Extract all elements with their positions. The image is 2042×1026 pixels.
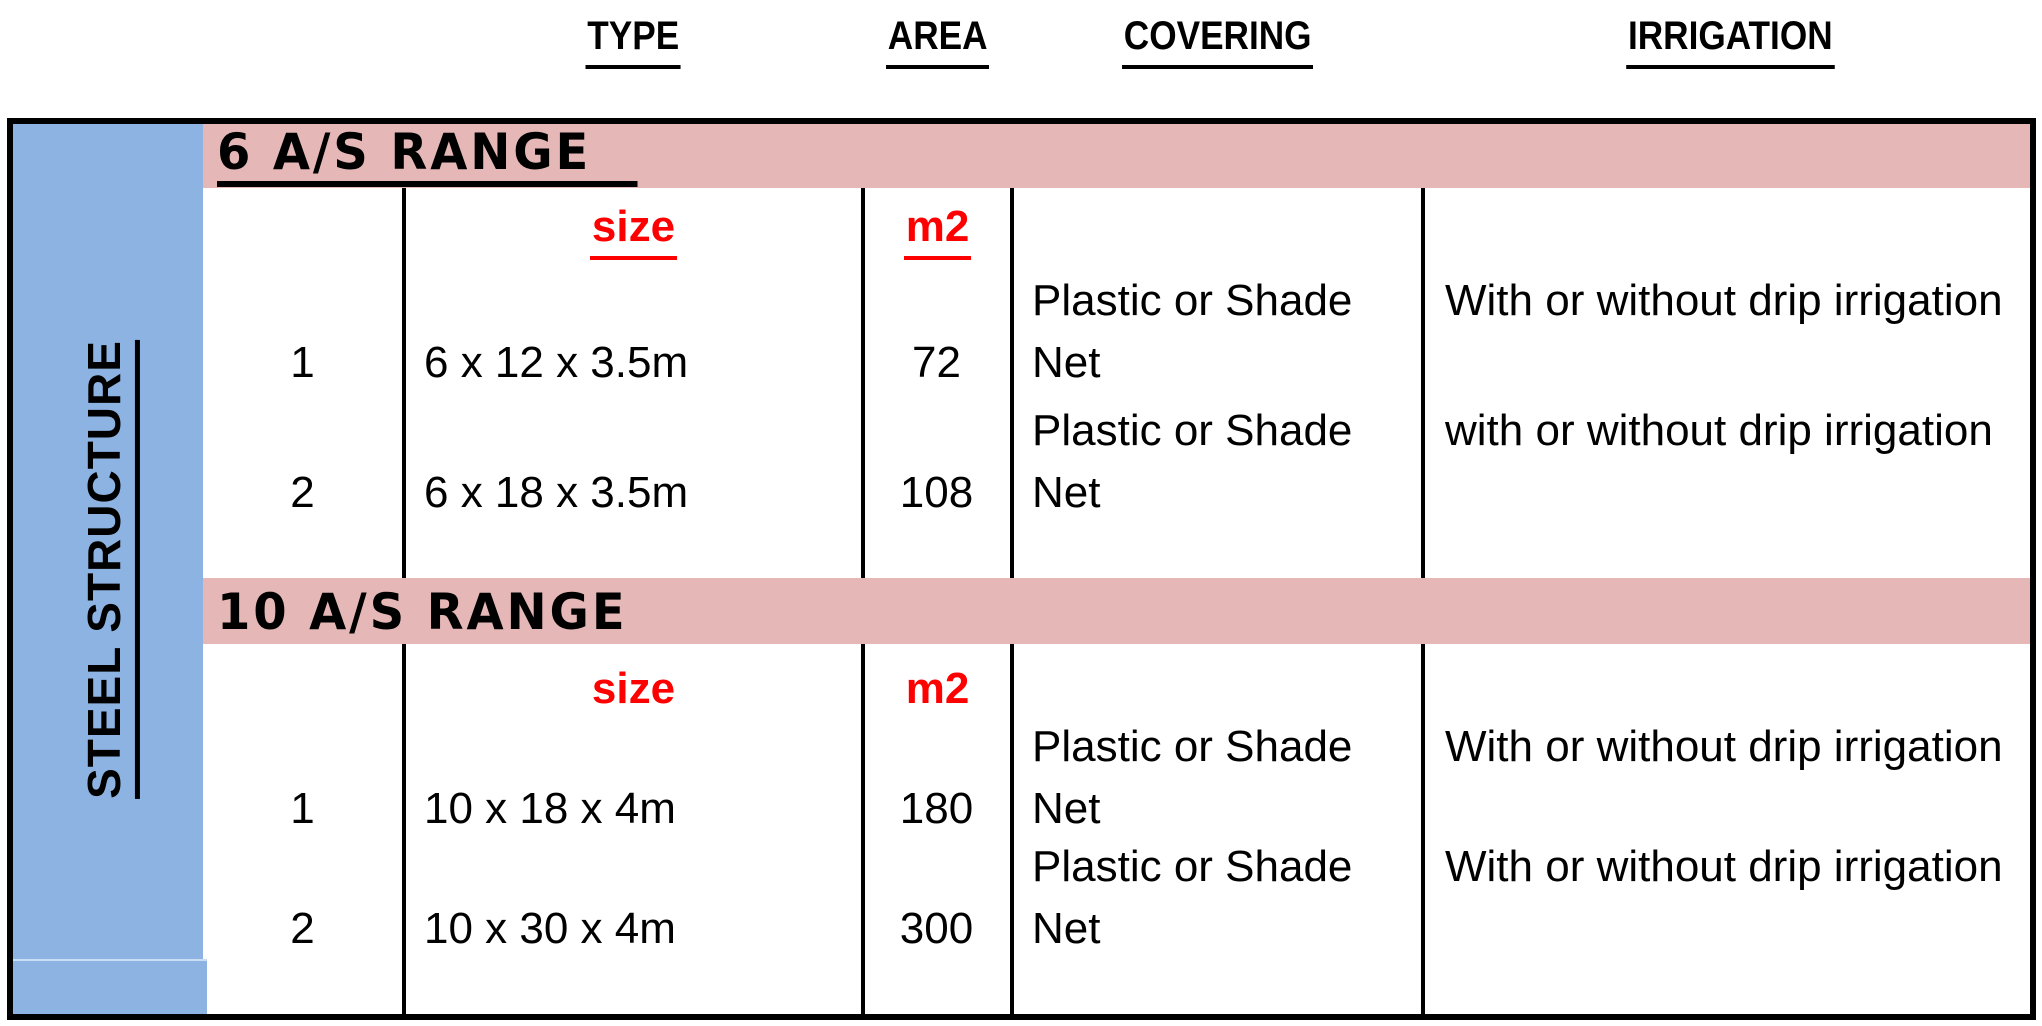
m2-subheader-section2-label: m2 — [905, 664, 970, 713]
range-band-6as-label: 6 A/S RANGE — [217, 125, 638, 187]
row-number-cell: 1 — [290, 784, 315, 833]
row-size-cell: 10 x 18 x 4m — [424, 784, 676, 833]
row-covering-cell: Plastic or Shade Net — [1032, 276, 1353, 387]
sidebar-bottom-segment — [13, 959, 207, 1014]
row-size-cell: 6 x 12 x 3.5m — [424, 338, 689, 387]
size-subheader-section1: size — [404, 200, 863, 260]
row-number-cell: 2 — [290, 468, 315, 517]
column-header-type: TYPE — [404, 10, 863, 69]
size-subheader-section2-label: size — [591, 664, 676, 713]
column-header-covering: COVERING — [1012, 10, 1423, 69]
row-covering-cell: Plastic or Shade Net — [1032, 406, 1353, 517]
row-area-cell: 180 — [899, 784, 974, 833]
m2-subheader-section2: m2 — [863, 662, 1012, 716]
column-header-covering-label: COVERING — [1121, 10, 1314, 69]
row-size-cell: 6 x 18 x 3.5m — [424, 468, 689, 517]
row-irrigation-cell: With or without drip irrigation — [1445, 722, 2003, 771]
m2-subheader-section1: m2 — [863, 200, 1012, 260]
row-irrigation-cell: With or without drip irrigation — [1445, 276, 2003, 325]
size-subheader-section2: size — [404, 662, 863, 716]
range-band-10as-label: 10 A/S RANGE — [217, 583, 628, 641]
size-subheader-section1-label: size — [589, 200, 678, 260]
row-area-cell: 72 — [912, 338, 961, 387]
row-covering-cell: Plastic or Shade Net — [1032, 722, 1353, 833]
row-number-cell: 2 — [290, 904, 315, 953]
range-band-6as: 6 A/S RANGE — [203, 124, 2030, 188]
column-header-irrigation-label: IRRIGATION — [1626, 10, 1835, 69]
row-size-cell: 10 x 30 x 4m — [424, 904, 676, 953]
row-irrigation-cell: With or without drip irrigation — [1445, 842, 2003, 891]
structure-table-frame — [7, 118, 2036, 1020]
column-header-irrigation: IRRIGATION — [1423, 10, 2038, 69]
row-irrigation-cell: with or without drip irrigation — [1445, 406, 1993, 455]
row-covering-cell: Plastic or Shade Net — [1032, 842, 1353, 953]
column-header-area-label: AREA — [885, 10, 990, 69]
m2-subheader-section1-label: m2 — [903, 200, 972, 260]
column-header-type-label: TYPE — [585, 10, 682, 69]
row-area-cell: 300 — [899, 904, 974, 953]
row-number-cell: 1 — [290, 338, 315, 387]
range-band-10as: 10 A/S RANGE — [203, 578, 2030, 644]
row-area-cell: 108 — [899, 468, 974, 517]
sidebar-steel-structure — [13, 124, 203, 959]
column-header-area: AREA — [863, 10, 1012, 69]
